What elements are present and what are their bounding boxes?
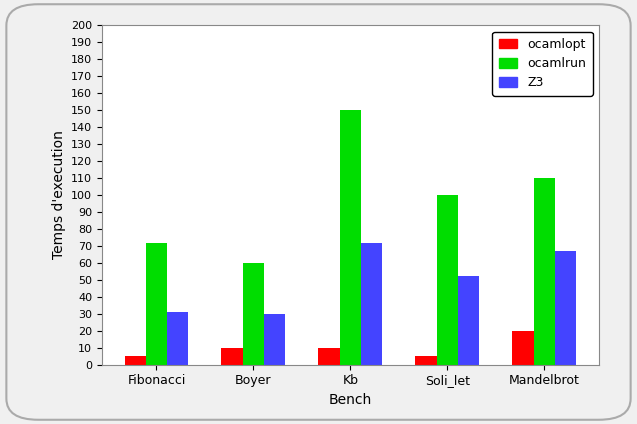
- Bar: [264, 314, 285, 365]
- X-axis label: Bench: Bench: [329, 393, 372, 407]
- Bar: [167, 312, 189, 365]
- Bar: [361, 243, 382, 365]
- Bar: [318, 348, 340, 365]
- Bar: [124, 356, 146, 365]
- Bar: [436, 195, 458, 365]
- Y-axis label: Temps d'execution: Temps d'execution: [52, 131, 66, 259]
- Bar: [512, 331, 534, 365]
- Bar: [340, 110, 361, 365]
- Bar: [222, 348, 243, 365]
- Bar: [534, 178, 555, 365]
- Legend: ocamlopt, ocamlrun, Z3: ocamlopt, ocamlrun, Z3: [492, 32, 592, 96]
- Bar: [415, 356, 436, 365]
- Bar: [555, 251, 576, 365]
- Bar: [243, 263, 264, 365]
- Bar: [146, 243, 167, 365]
- Bar: [458, 276, 479, 365]
